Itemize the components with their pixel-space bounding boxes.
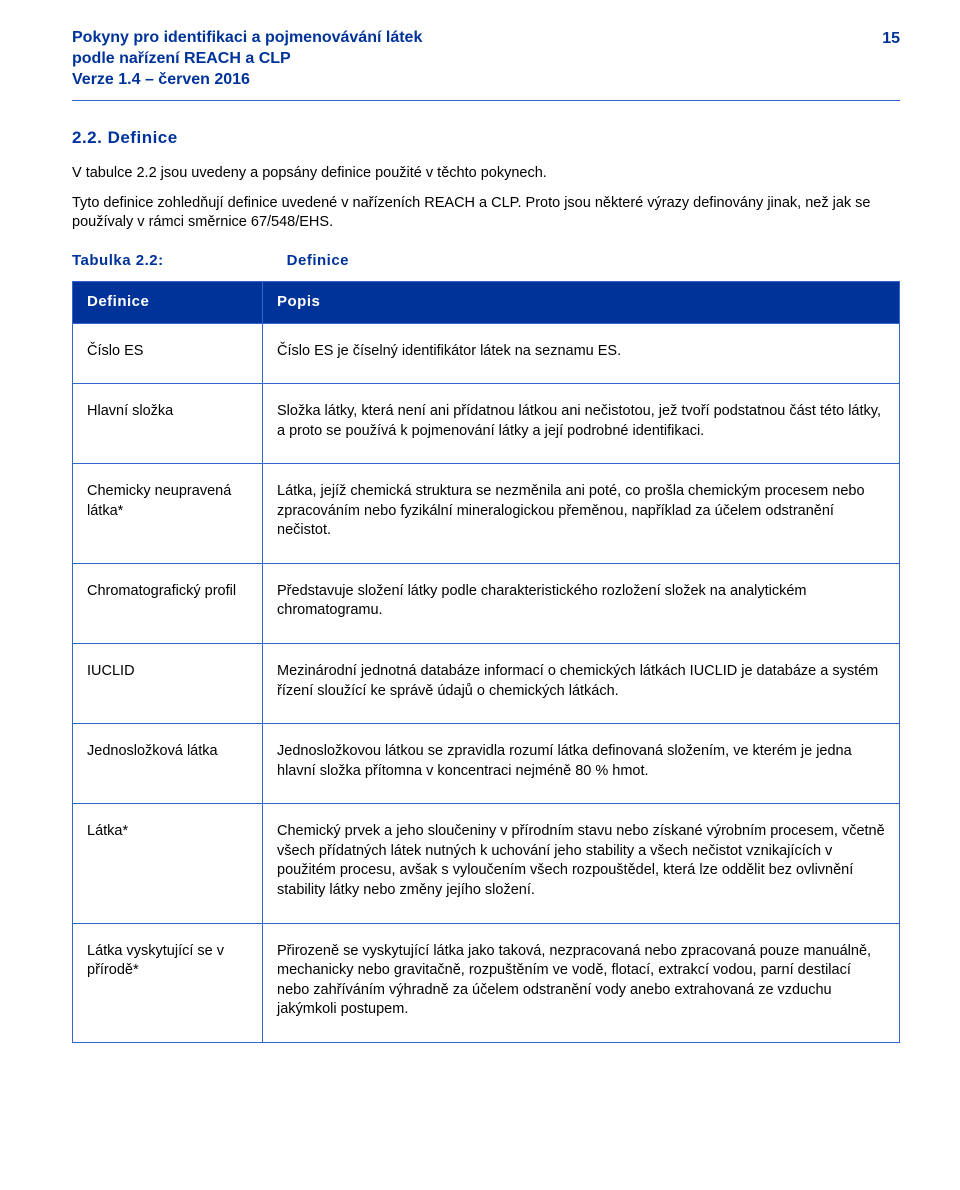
definitions-table: Definice Popis Číslo ES Číslo ES je číse…	[72, 281, 900, 1043]
term-cell: IUCLID	[73, 644, 263, 724]
table-row: Chromatografický profil Představuje slož…	[73, 563, 900, 643]
intro-paragraph-2: Tyto definice zohledňují definice uveden…	[72, 194, 900, 233]
desc-cell: Složka látky, která není ani přídatnou l…	[263, 384, 900, 464]
term-cell: Hlavní složka	[73, 384, 263, 464]
page-number: 15	[882, 28, 900, 50]
desc-cell: Číslo ES je číselný identifikátor látek …	[263, 323, 900, 384]
table-header-row: Definice Popis	[73, 282, 900, 323]
header-line-3: Verze 1.4 – červen 2016	[72, 70, 422, 91]
desc-cell: Přirozeně se vyskytující látka jako tako…	[263, 923, 900, 1042]
desc-cell: Představuje složení látky podle charakte…	[263, 563, 900, 643]
desc-cell: Jednosložkovou látkou se zpravidla rozum…	[263, 724, 900, 804]
desc-cell: Chemický prvek a jeho sloučeniny v příro…	[263, 804, 900, 923]
table-caption-title: Definice	[287, 252, 349, 269]
table-header-term: Definice	[73, 282, 263, 323]
desc-cell: Mezinárodní jednotná databáze informací …	[263, 644, 900, 724]
term-cell: Jednosložková látka	[73, 724, 263, 804]
table-row: Chemicky neupravená látka* Látka, jejíž …	[73, 464, 900, 564]
header-line-1: Pokyny pro identifikaci a pojmenovávání …	[72, 28, 422, 49]
intro-paragraph-1: V tabulce 2.2 jsou uvedeny a popsány def…	[72, 164, 900, 184]
term-cell: Číslo ES	[73, 323, 263, 384]
table-caption-label: Tabulka 2.2:	[72, 251, 282, 271]
table-row: Číslo ES Číslo ES je číselný identifikát…	[73, 323, 900, 384]
table-row: Hlavní složka Složka látky, která není a…	[73, 384, 900, 464]
table-caption: Tabulka 2.2: Definice	[72, 251, 900, 271]
term-cell: Chemicky neupravená látka*	[73, 464, 263, 564]
section-heading: 2.2. Definice	[72, 127, 900, 150]
document-header: Pokyny pro identifikaci a pojmenovávání …	[72, 28, 900, 90]
header-title-block: Pokyny pro identifikaci a pojmenovávání …	[72, 28, 422, 90]
page: Pokyny pro identifikaci a pojmenovávání …	[0, 0, 960, 1083]
table-header-desc: Popis	[263, 282, 900, 323]
term-cell: Chromatografický profil	[73, 563, 263, 643]
term-cell: Látka vyskytující se v přírodě*	[73, 923, 263, 1042]
table-row: Látka vyskytující se v přírodě* Přirozen…	[73, 923, 900, 1042]
header-line-2: podle nařízení REACH a CLP	[72, 49, 422, 70]
table-row: Jednosložková látka Jednosložkovou látko…	[73, 724, 900, 804]
table-row: Látka* Chemický prvek a jeho sloučeniny …	[73, 804, 900, 923]
term-cell: Látka*	[73, 804, 263, 923]
desc-cell: Látka, jejíž chemická struktura se nezmě…	[263, 464, 900, 564]
table-row: IUCLID Mezinárodní jednotná databáze inf…	[73, 644, 900, 724]
header-rule	[72, 100, 900, 101]
